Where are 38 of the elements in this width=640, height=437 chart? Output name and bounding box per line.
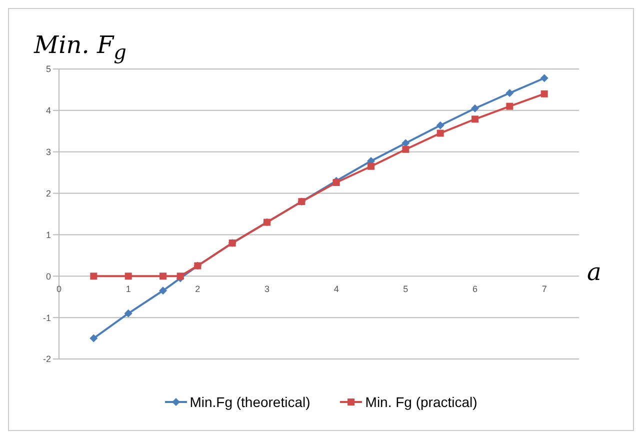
point — [472, 116, 478, 123]
x-tick-label: 2 — [195, 284, 200, 294]
point — [176, 272, 184, 280]
point — [402, 146, 410, 153]
x-tick-label: 6 — [472, 284, 478, 294]
point — [368, 162, 374, 170]
x-tick-label: 5 — [403, 284, 408, 294]
y-tick-label: 5 — [46, 64, 51, 74]
y-tick-label: 0 — [46, 271, 51, 282]
legend-label: Min.Fg (theoretical) — [190, 394, 310, 410]
point — [159, 286, 167, 295]
point — [332, 179, 340, 186]
point — [90, 334, 98, 342]
x-tick-label: 3 — [264, 284, 270, 294]
x-axis-title: a — [587, 258, 602, 286]
point — [124, 309, 132, 318]
y-tick-label: -2 — [42, 354, 51, 364]
point — [540, 74, 548, 82]
point — [436, 121, 444, 130]
legend-label: Min. Fg (practical) — [365, 394, 478, 410]
y-axis-title: Min. F$_{g}$ — [34, 31, 126, 64]
y-tick-label: 2 — [46, 188, 51, 198]
point — [160, 272, 166, 280]
point — [124, 272, 132, 280]
point — [436, 130, 444, 137]
y-tick-label: -1 — [42, 312, 51, 323]
point — [506, 102, 514, 110]
point — [90, 272, 98, 280]
point — [506, 89, 514, 98]
y-tick-label: 3 — [46, 147, 51, 158]
point — [471, 104, 479, 112]
point — [540, 90, 548, 98]
x-tick-label: 0 — [56, 284, 62, 294]
y-tick-label: 4 — [46, 106, 51, 116]
x-tick-label: 4 — [334, 284, 339, 294]
x-tick-label: 7 — [542, 284, 547, 294]
x-tick-label: 1 — [126, 284, 131, 294]
y-tick-label: 1 — [46, 230, 51, 240]
